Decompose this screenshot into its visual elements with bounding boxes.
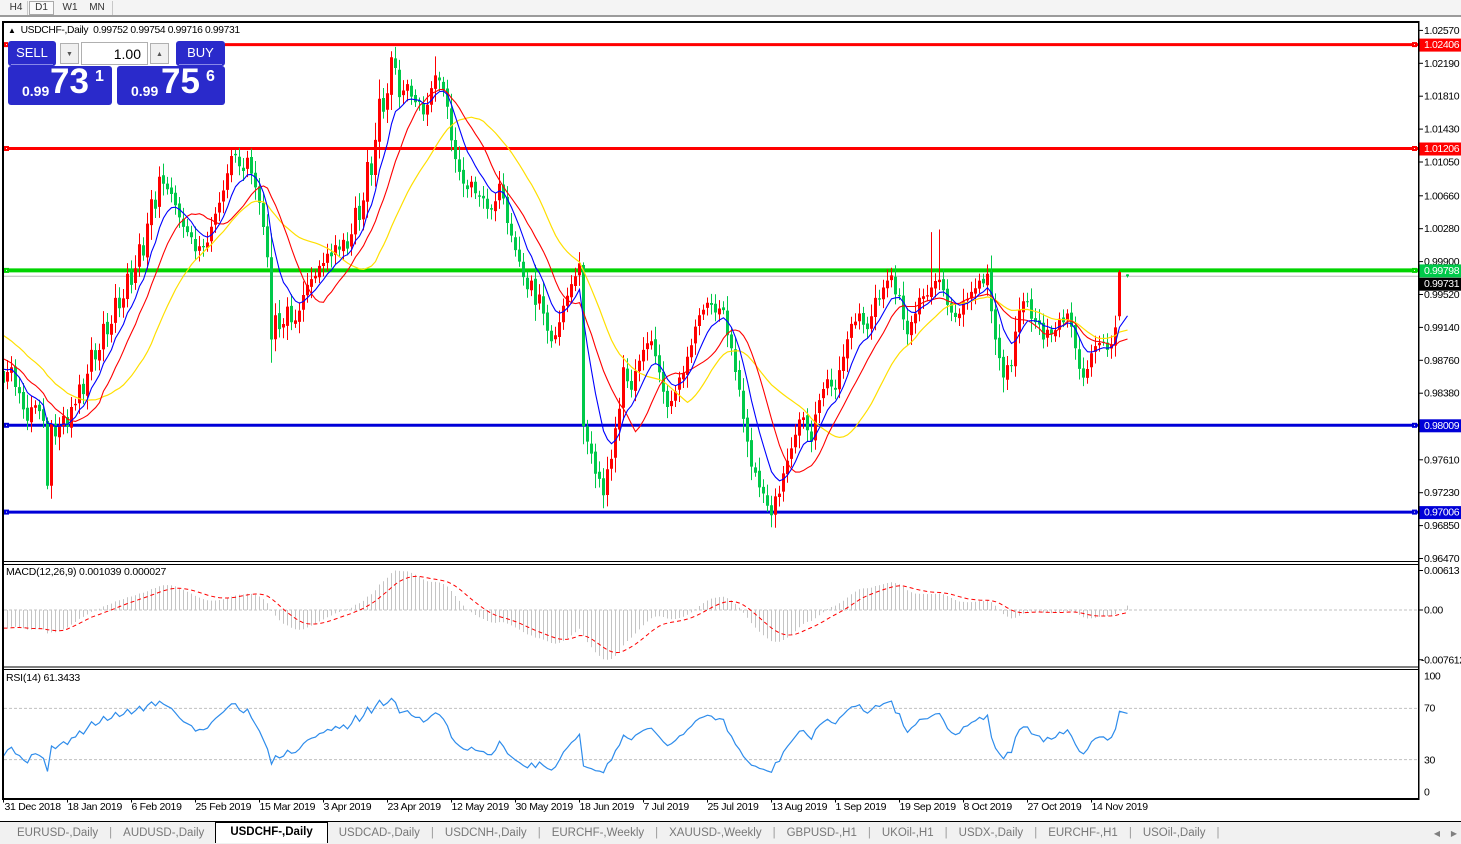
- svg-text:0.00: 0.00: [1424, 605, 1443, 617]
- svg-text:1.02570: 1.02570: [1424, 25, 1460, 37]
- svg-text:19 Sep 2019: 19 Sep 2019: [900, 801, 957, 813]
- svg-text:0.99731: 0.99731: [1424, 278, 1460, 290]
- svg-text:MACD(12,26,9) 0.001039 0.00002: MACD(12,26,9) 0.001039 0.000027: [6, 566, 167, 578]
- svg-text:1.00280: 1.00280: [1424, 223, 1460, 235]
- svg-text:RSI(14) 61.3433: RSI(14) 61.3433: [6, 672, 80, 684]
- svg-text:-0.007612: -0.007612: [1421, 654, 1461, 666]
- svg-text:1 Sep 2019: 1 Sep 2019: [836, 801, 887, 813]
- svg-text:0.97006: 0.97006: [1424, 507, 1460, 519]
- svg-text:0.98380: 0.98380: [1424, 388, 1460, 400]
- svg-text:0.99798: 0.99798: [1424, 265, 1460, 277]
- svg-text:18 Jun 2019: 18 Jun 2019: [580, 801, 635, 813]
- svg-text:31 Dec 2018: 31 Dec 2018: [5, 801, 62, 813]
- svg-text:▲ USDCHF-,Daily 0.99752 0.99: ▲ USDCHF-,Daily 0.99752 0.99754 0.99716 …: [8, 25, 240, 36]
- svg-text:13 Aug 2019: 13 Aug 2019: [772, 801, 828, 813]
- svg-text:0.99140: 0.99140: [1424, 322, 1460, 334]
- svg-text:1.02406: 1.02406: [1424, 39, 1460, 51]
- svg-text:0.96850: 0.96850: [1424, 520, 1460, 532]
- svg-text:0.97230: 0.97230: [1424, 487, 1460, 499]
- svg-text:0.98760: 0.98760: [1424, 355, 1460, 367]
- svg-text:70: 70: [1424, 703, 1435, 715]
- svg-text:1.01810: 1.01810: [1424, 91, 1460, 103]
- svg-text:6 Feb 2019: 6 Feb 2019: [132, 801, 183, 813]
- svg-text:12 May 2019: 12 May 2019: [452, 801, 510, 813]
- svg-text:15 Mar 2019: 15 Mar 2019: [260, 801, 316, 813]
- svg-text:30 May 2019: 30 May 2019: [516, 801, 574, 813]
- svg-text:1.01050: 1.01050: [1424, 157, 1460, 169]
- svg-text:14 Nov 2019: 14 Nov 2019: [1092, 801, 1149, 813]
- svg-text:3 Apr 2019: 3 Apr 2019: [324, 801, 372, 813]
- svg-text:0.98009: 0.98009: [1424, 420, 1460, 432]
- svg-text:0.97610: 0.97610: [1424, 454, 1460, 466]
- svg-text:8 Oct 2019: 8 Oct 2019: [964, 801, 1013, 813]
- svg-text:1.01206: 1.01206: [1424, 143, 1460, 155]
- svg-text:0.96470: 0.96470: [1424, 553, 1460, 565]
- svg-text:1.01430: 1.01430: [1424, 124, 1460, 136]
- svg-text:1.00660: 1.00660: [1424, 190, 1460, 202]
- svg-text:7 Jul 2019: 7 Jul 2019: [644, 801, 690, 813]
- svg-text:0: 0: [1424, 787, 1430, 799]
- svg-text:0.00613: 0.00613: [1424, 565, 1460, 577]
- svg-text:30: 30: [1424, 755, 1435, 767]
- svg-text:100: 100: [1424, 671, 1441, 683]
- svg-text:1.02190: 1.02190: [1424, 58, 1460, 70]
- svg-text:0.99520: 0.99520: [1424, 289, 1460, 301]
- svg-text:25 Jul 2019: 25 Jul 2019: [708, 801, 759, 813]
- svg-text:27 Oct 2019: 27 Oct 2019: [1028, 801, 1082, 813]
- svg-text:23 Apr 2019: 23 Apr 2019: [388, 801, 442, 813]
- svg-text:18 Jan 2019: 18 Jan 2019: [68, 801, 123, 813]
- svg-text:25 Feb 2019: 25 Feb 2019: [196, 801, 252, 813]
